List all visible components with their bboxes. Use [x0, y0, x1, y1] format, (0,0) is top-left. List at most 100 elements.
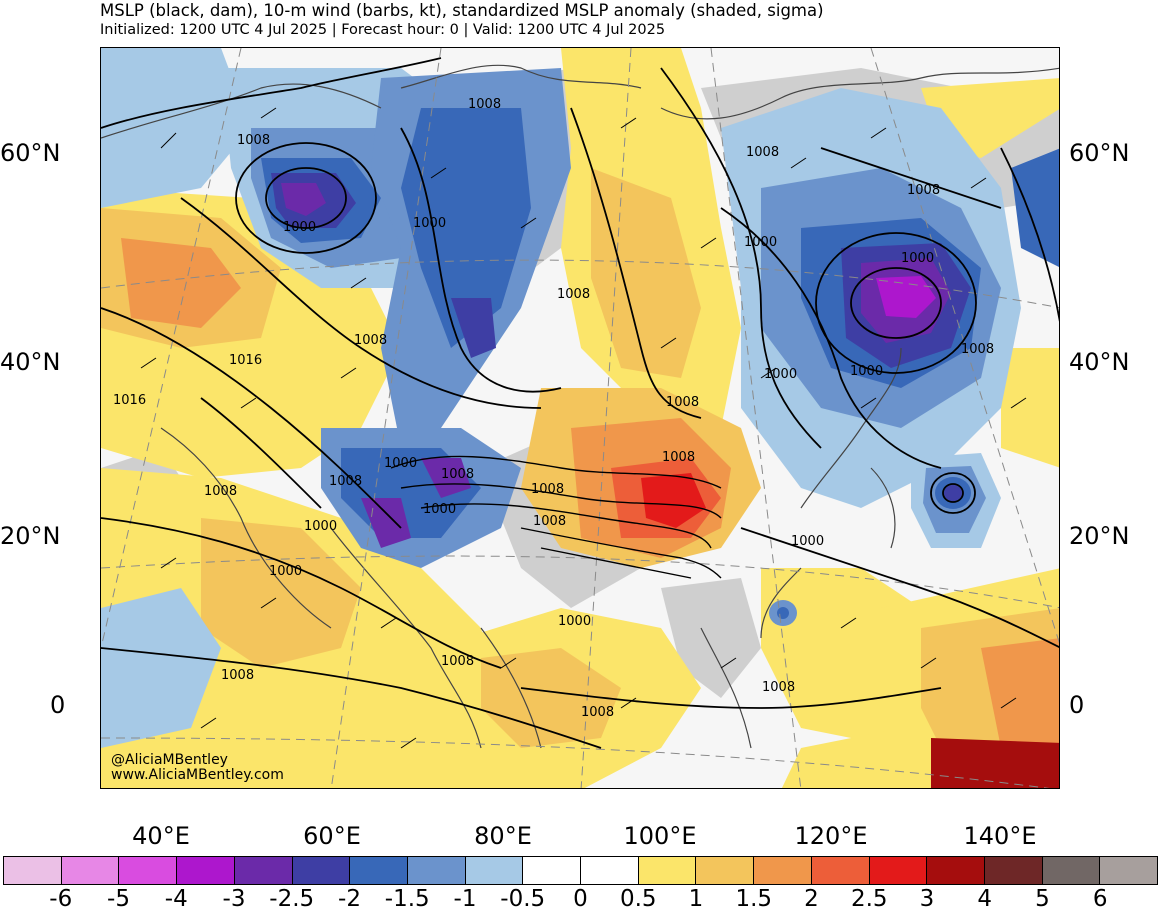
colorbar-label: 5: [1035, 886, 1050, 912]
lat-label-right: 20°N: [1069, 522, 1130, 550]
watermark-handle: @AliciaMBentley: [111, 752, 228, 768]
lon-label: 120°E: [794, 822, 868, 850]
lat-label-right: 60°N: [1069, 139, 1130, 167]
colorbar-swatch: [1042, 857, 1101, 884]
map-subtitle: Initialized: 1200 UTC 4 Jul 2025 | Forec…: [100, 22, 666, 38]
contour-label: 1008: [354, 333, 387, 348]
contour-label: 1008: [762, 680, 795, 695]
colorbar-label: 3: [919, 886, 935, 912]
colorbar-swatch: [177, 857, 235, 884]
contour-label: 1008: [441, 467, 474, 482]
anomaly-colorbar: [3, 856, 1158, 885]
colorbar-label: 1: [688, 886, 704, 912]
colorbar-swatch: [984, 857, 1043, 884]
lat-label-left: 20°N: [0, 522, 61, 550]
colorbar-swatch: [1100, 857, 1158, 884]
coastlines: [101, 64, 1059, 749]
colorbar-swatch: [523, 857, 582, 884]
contour-label: 1000: [269, 564, 302, 579]
negative-anomaly-shading: [101, 48, 1059, 748]
colorbar-swatch: [407, 857, 466, 884]
mslp-contours: [101, 57, 1059, 749]
colorbar-label: 0: [573, 886, 588, 912]
lat-label-left: 40°N: [0, 348, 61, 376]
colorbar-swatch: [119, 857, 178, 884]
colorbar-label: -6: [49, 886, 73, 912]
colorbar-swatch: [581, 857, 639, 884]
contour-label: 1008: [204, 484, 237, 499]
graticule: [101, 48, 1059, 788]
colorbar-swatch: [292, 857, 351, 884]
contour-label: 1000: [791, 534, 824, 549]
contour-label: 1000: [423, 502, 456, 517]
colorbar-swatch: [61, 857, 120, 884]
positive-anomaly-shading: [101, 48, 1059, 788]
contour-label: 1000: [558, 614, 591, 629]
contour-label: 1008: [907, 183, 940, 198]
lat-label-left: 60°N: [0, 139, 61, 167]
contour-label: 1008: [662, 450, 695, 465]
contour-label: 1000: [283, 220, 316, 235]
colorbar-swatch: [811, 857, 870, 884]
contour-labels: 1008 1008 1000 1000 1008 1008 1008 1016 …: [113, 97, 994, 720]
lat-label-right: 40°N: [1069, 348, 1130, 376]
contour-label: 1008: [221, 668, 254, 683]
colorbar-label: -1.5: [384, 886, 430, 912]
colorbar-label: 6: [1092, 886, 1108, 912]
colorbar-swatch: [465, 857, 524, 884]
contour-label: 1008: [531, 482, 564, 497]
lon-label: 80°E: [474, 822, 532, 850]
contour-label: 1000: [304, 519, 337, 534]
contour-label: 1008: [746, 145, 779, 160]
lon-label: 40°E: [132, 822, 190, 850]
colorbar-label: -3: [222, 886, 246, 912]
contour-label: 1008: [441, 654, 474, 669]
colorbar-label: 1.5: [735, 886, 773, 912]
colorbar-swatch: [869, 857, 928, 884]
colorbar-swatch: [754, 857, 812, 884]
colorbar-label: 2.5: [850, 886, 888, 912]
watermark-url: www.AliciaMBentley.com: [111, 767, 284, 783]
contour-label: 1016: [229, 353, 262, 368]
colorbar-label: -5: [107, 886, 130, 912]
contour-label: 1008: [237, 133, 270, 148]
contour-label: 1000: [744, 235, 777, 250]
lon-label: 100°E: [623, 822, 697, 850]
lon-label: 60°E: [303, 822, 361, 850]
colorbar-swatch: [234, 857, 293, 884]
contour-label: 1008: [581, 705, 614, 720]
contour-label: 1008: [666, 395, 699, 410]
plateau-contours: [390, 455, 722, 579]
lat-label-left: 0: [50, 691, 66, 719]
colorbar-swatch: [696, 857, 755, 884]
map-canvas: 1008 1008 1000 1000 1008 1008 1008 1016 …: [101, 48, 1059, 788]
colorbar-label: -4: [164, 886, 188, 912]
colorbar-label: 4: [977, 886, 993, 912]
colorbar-swatch: [4, 857, 62, 884]
weather-map: 1008 1008 1000 1000 1008 1008 1008 1016 …: [100, 47, 1060, 789]
colorbar-swatch: [638, 857, 697, 884]
lat-label-right: 0: [1069, 691, 1085, 719]
wind-barbs: [140, 107, 1027, 749]
contour-label: 1000: [901, 251, 934, 266]
lon-label: 140°E: [963, 822, 1037, 850]
contour-label: 1016: [113, 393, 146, 408]
colorbar-swatch: [927, 857, 985, 884]
contour-label: 1000: [764, 367, 797, 382]
colorbar-label: -1: [453, 886, 477, 912]
colorbar-label: 0.5: [619, 886, 657, 912]
map-title: MSLP (black, dam), 10-m wind (barbs, kt)…: [100, 1, 824, 20]
contour-label: 1008: [961, 342, 994, 357]
colorbar-label: -2: [338, 886, 361, 912]
contour-label: 1008: [557, 287, 590, 302]
contour-label: 1008: [329, 474, 362, 489]
colorbar-swatch: [350, 857, 408, 884]
contour-label: 1000: [413, 216, 446, 231]
colorbar-label: 2: [804, 886, 819, 912]
colorbar-label: -2.5: [269, 886, 315, 912]
contour-label: 1008: [468, 97, 501, 112]
contour-label: 1000: [850, 364, 883, 379]
contour-label: 1000: [384, 456, 417, 471]
colorbar-label: -0.5: [500, 886, 546, 912]
contour-label: 1008: [533, 514, 566, 529]
